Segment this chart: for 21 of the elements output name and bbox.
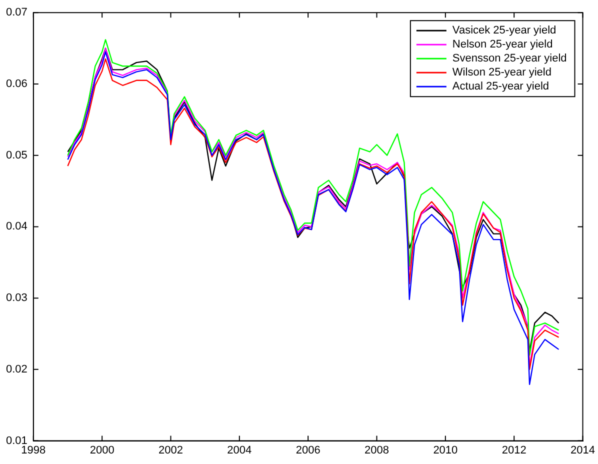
x-tick-label: 2010 <box>433 444 458 456</box>
y-tick-label: 0.05 <box>6 149 28 162</box>
legend-label: Wilson 25-year yield <box>452 66 552 79</box>
x-tick-label: 2002 <box>158 444 183 456</box>
x-tick-label: 1998 <box>21 444 46 456</box>
x-tick-label: 2000 <box>90 444 114 456</box>
y-tick-label: 0.03 <box>6 292 28 304</box>
x-tick-label: 2008 <box>364 444 389 456</box>
x-tick-label: 2014 <box>570 444 596 456</box>
legend-label: Actual 25-year yield <box>452 80 550 93</box>
y-tick-label: 0.02 <box>6 363 28 376</box>
x-tick-label: 2012 <box>502 444 526 456</box>
x-tick-label: 2004 <box>227 444 252 456</box>
y-tick-label: 0.01 <box>6 434 28 447</box>
x-tick-label: 2006 <box>296 444 320 456</box>
legend-label: Svensson 25-year yield <box>452 52 567 65</box>
y-tick-label: 0.07 <box>6 6 28 19</box>
legend-label: Vasicek 25-year yield <box>452 24 556 37</box>
legend-label: Nelson 25-year yield <box>452 38 553 51</box>
y-tick-label: 0.04 <box>6 220 28 233</box>
y-tick-label: 0.06 <box>6 78 28 90</box>
